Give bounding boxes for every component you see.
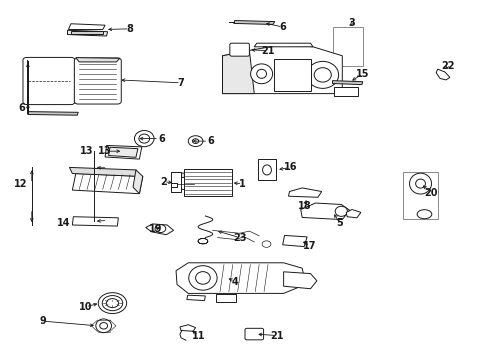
FancyBboxPatch shape — [244, 328, 263, 340]
Polygon shape — [133, 170, 142, 194]
Ellipse shape — [100, 323, 107, 329]
Text: 19: 19 — [148, 224, 162, 234]
Ellipse shape — [102, 296, 122, 311]
Text: 6: 6 — [158, 134, 164, 144]
Polygon shape — [76, 58, 120, 62]
Text: 14: 14 — [57, 218, 70, 228]
Bar — [216, 294, 235, 302]
Text: 9: 9 — [40, 316, 46, 326]
Ellipse shape — [262, 165, 271, 175]
Ellipse shape — [195, 271, 210, 284]
Polygon shape — [222, 45, 342, 94]
Text: 12: 12 — [14, 179, 27, 189]
Text: 20: 20 — [424, 188, 437, 198]
Ellipse shape — [139, 134, 149, 143]
Ellipse shape — [155, 225, 165, 233]
Text: 22: 22 — [440, 60, 454, 71]
Text: 6: 6 — [19, 103, 25, 113]
Polygon shape — [233, 21, 274, 24]
Text: 17: 17 — [303, 240, 316, 251]
FancyBboxPatch shape — [74, 58, 121, 104]
Ellipse shape — [192, 139, 198, 143]
Polygon shape — [69, 167, 139, 176]
Polygon shape — [176, 263, 305, 293]
Ellipse shape — [96, 319, 111, 333]
Polygon shape — [175, 176, 195, 190]
Ellipse shape — [134, 130, 154, 147]
Polygon shape — [346, 210, 360, 218]
Ellipse shape — [188, 266, 217, 290]
Polygon shape — [300, 203, 349, 220]
Polygon shape — [72, 174, 142, 194]
Polygon shape — [222, 50, 254, 94]
Polygon shape — [68, 24, 105, 30]
Text: 7: 7 — [177, 78, 184, 88]
Ellipse shape — [408, 173, 430, 194]
Text: 15: 15 — [355, 69, 369, 79]
Bar — [257, 159, 276, 180]
Bar — [273, 59, 310, 91]
Bar — [333, 27, 362, 66]
Ellipse shape — [262, 241, 270, 247]
Ellipse shape — [334, 206, 346, 216]
Text: 10: 10 — [79, 302, 92, 312]
Text: 13: 13 — [98, 146, 112, 156]
Polygon shape — [435, 69, 449, 80]
Bar — [171, 183, 177, 187]
Ellipse shape — [306, 61, 338, 88]
Text: 3: 3 — [348, 18, 355, 28]
Text: 18: 18 — [297, 201, 311, 211]
Ellipse shape — [415, 179, 425, 188]
Ellipse shape — [313, 68, 331, 82]
Polygon shape — [28, 112, 78, 115]
Polygon shape — [186, 295, 205, 301]
Ellipse shape — [416, 210, 431, 219]
Polygon shape — [288, 188, 321, 197]
Text: 8: 8 — [126, 24, 133, 34]
Polygon shape — [180, 325, 195, 331]
Bar — [71, 31, 102, 34]
Text: 16: 16 — [283, 162, 297, 172]
Polygon shape — [254, 43, 312, 47]
Polygon shape — [282, 235, 306, 247]
Polygon shape — [108, 147, 138, 157]
Text: 11: 11 — [191, 330, 205, 341]
Text: 13: 13 — [80, 146, 94, 156]
FancyBboxPatch shape — [23, 57, 75, 104]
Polygon shape — [172, 173, 200, 178]
Ellipse shape — [106, 299, 119, 307]
Polygon shape — [67, 30, 107, 36]
Polygon shape — [105, 145, 142, 159]
Ellipse shape — [98, 293, 126, 314]
Text: 4: 4 — [231, 276, 238, 287]
Bar — [402, 172, 437, 219]
Text: 6: 6 — [206, 136, 213, 146]
Text: 21: 21 — [261, 46, 274, 56]
Text: 6: 6 — [279, 22, 285, 32]
Bar — [171, 172, 181, 192]
Polygon shape — [145, 224, 173, 235]
Polygon shape — [283, 272, 316, 289]
FancyBboxPatch shape — [229, 43, 249, 56]
Bar — [183, 169, 231, 197]
Ellipse shape — [188, 136, 203, 147]
Polygon shape — [332, 81, 362, 85]
Text: 2: 2 — [160, 177, 167, 187]
Text: 21: 21 — [269, 330, 283, 341]
Text: 5: 5 — [336, 218, 343, 228]
Ellipse shape — [250, 64, 272, 84]
Bar — [334, 87, 357, 96]
Text: 23: 23 — [232, 233, 246, 243]
Polygon shape — [72, 217, 118, 226]
Text: 1: 1 — [239, 179, 245, 189]
Ellipse shape — [256, 69, 266, 78]
